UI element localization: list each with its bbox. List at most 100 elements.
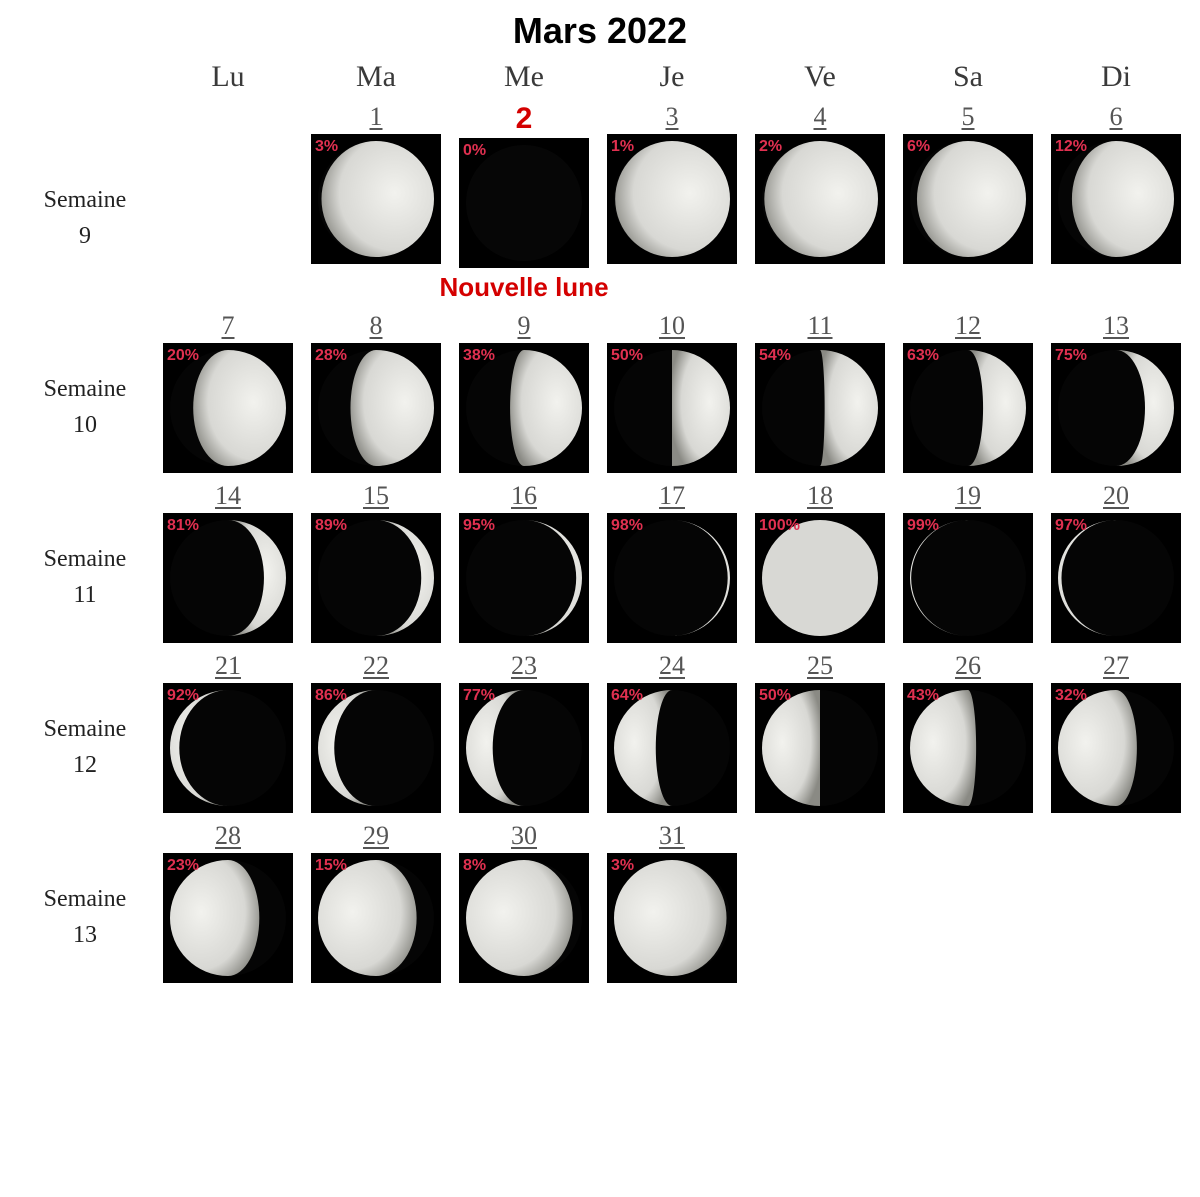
- day-number: 2: [516, 102, 533, 136]
- day-number: 18: [807, 481, 833, 511]
- calendar-cell: 15 89%: [306, 481, 446, 643]
- moon-phase-icon: 77%: [459, 683, 589, 813]
- moon-phase-icon: 12%: [1051, 134, 1181, 264]
- illumination-percent: 0%: [463, 142, 486, 160]
- moon-phase-icon: 98%: [607, 513, 737, 643]
- day-number: 16: [511, 481, 537, 511]
- week-label: Semaine9: [20, 152, 150, 254]
- day-number: 6: [1110, 102, 1123, 132]
- illumination-percent: 43%: [907, 687, 939, 705]
- moon-phase-icon: 50%: [755, 683, 885, 813]
- calendar-cell: 27 32%: [1046, 651, 1186, 813]
- day-number: 30: [511, 821, 537, 851]
- calendar-cell: 13 75%: [1046, 311, 1186, 473]
- day-number: 21: [215, 651, 241, 681]
- day-number: 1: [370, 102, 383, 132]
- moon-phase-icon: 81%: [163, 513, 293, 643]
- moon-phase-icon: 54%: [755, 343, 885, 473]
- moon-phase-icon: 2%: [755, 134, 885, 264]
- moon-phase-icon: 100%: [755, 513, 885, 643]
- calendar-cell: 17 98%: [602, 481, 742, 643]
- day-number: 5: [962, 102, 975, 132]
- illumination-percent: 99%: [907, 517, 939, 535]
- illumination-percent: 98%: [611, 517, 643, 535]
- calendar-cell: 16 95%: [454, 481, 594, 643]
- moon-phase-icon: 23%: [163, 853, 293, 983]
- illumination-percent: 3%: [315, 138, 338, 156]
- calendar-cell: 9 38%: [454, 311, 594, 473]
- day-number: 31: [659, 821, 685, 851]
- day-number: 7: [222, 311, 235, 341]
- illumination-percent: 23%: [167, 857, 199, 875]
- moon-phase-icon: 95%: [459, 513, 589, 643]
- moon-phase-icon: 32%: [1051, 683, 1181, 813]
- week-label: Semaine13: [20, 851, 150, 953]
- day-header: Di: [1046, 60, 1186, 94]
- day-number: 13: [1103, 311, 1129, 341]
- moon-phase-icon: 0%: [459, 138, 589, 268]
- calendar-grid: LuMaMeJeVeSaDiSemaine91 3%20%Nouvelle lu…: [20, 60, 1180, 983]
- day-number: 23: [511, 651, 537, 681]
- calendar-cell: 4 2%: [750, 102, 890, 264]
- illumination-percent: 86%: [315, 687, 347, 705]
- illumination-percent: 28%: [315, 347, 347, 365]
- calendar-cell: 18 100%: [750, 481, 890, 643]
- week-label: Semaine10: [20, 341, 150, 443]
- moon-phase-icon: 50%: [607, 343, 737, 473]
- moon-phase-icon: 15%: [311, 853, 441, 983]
- illumination-percent: 50%: [759, 687, 791, 705]
- moon-phase-icon: 43%: [903, 683, 1033, 813]
- moon-phase-icon: 8%: [459, 853, 589, 983]
- calendar-cell: 30 8%: [454, 821, 594, 983]
- moon-phase-icon: 89%: [311, 513, 441, 643]
- illumination-percent: 20%: [167, 347, 199, 365]
- moon-phase-icon: 3%: [311, 134, 441, 264]
- moon-phase-icon: 64%: [607, 683, 737, 813]
- day-number: 4: [814, 102, 827, 132]
- moon-phase-icon: 1%: [607, 134, 737, 264]
- page-title: Mars 2022: [20, 10, 1180, 52]
- calendar-cell: 11 54%: [750, 311, 890, 473]
- week-label: Semaine11: [20, 511, 150, 613]
- calendar-cell: 20 97%: [1046, 481, 1186, 643]
- moon-phase-icon: 99%: [903, 513, 1033, 643]
- day-number: 25: [807, 651, 833, 681]
- illumination-percent: 89%: [315, 517, 347, 535]
- moon-phase-icon: 6%: [903, 134, 1033, 264]
- moon-phase-icon: 86%: [311, 683, 441, 813]
- calendar-cell: 24 64%: [602, 651, 742, 813]
- day-header: Sa: [898, 60, 1038, 94]
- day-number: 12: [955, 311, 981, 341]
- day-number: 20: [1103, 481, 1129, 511]
- illumination-percent: 95%: [463, 517, 495, 535]
- day-number: 3: [666, 102, 679, 132]
- illumination-percent: 2%: [759, 138, 782, 156]
- day-number: 11: [807, 311, 832, 341]
- calendar-cell: 19 99%: [898, 481, 1038, 643]
- week-label: Semaine12: [20, 681, 150, 783]
- moon-phase-icon: 28%: [311, 343, 441, 473]
- illumination-percent: 77%: [463, 687, 495, 705]
- phase-caption: Nouvelle lune: [439, 272, 608, 303]
- calendar-cell: 25 50%: [750, 651, 890, 813]
- calendar-cell: 28 23%: [158, 821, 298, 983]
- illumination-percent: 75%: [1055, 347, 1087, 365]
- illumination-percent: 38%: [463, 347, 495, 365]
- illumination-percent: 8%: [463, 857, 486, 875]
- illumination-percent: 64%: [611, 687, 643, 705]
- day-number: 26: [955, 651, 981, 681]
- calendar-cell: 26 43%: [898, 651, 1038, 813]
- illumination-percent: 3%: [611, 857, 634, 875]
- calendar-cell: 6 12%: [1046, 102, 1186, 264]
- day-number: 10: [659, 311, 685, 341]
- calendar-cell: 7 20%: [158, 311, 298, 473]
- day-header: Ve: [750, 60, 890, 94]
- day-number: 8: [370, 311, 383, 341]
- calendar-cell: 1 3%: [306, 102, 446, 264]
- illumination-percent: 1%: [611, 138, 634, 156]
- calendar-cell: 8 28%: [306, 311, 446, 473]
- moon-phase-icon: 20%: [163, 343, 293, 473]
- moon-phase-icon: 3%: [607, 853, 737, 983]
- illumination-percent: 63%: [907, 347, 939, 365]
- day-number: 14: [215, 481, 241, 511]
